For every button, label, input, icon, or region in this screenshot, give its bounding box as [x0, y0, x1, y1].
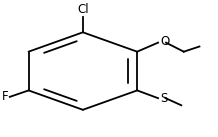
Text: F: F — [2, 90, 8, 103]
Text: S: S — [161, 92, 168, 105]
Text: O: O — [161, 35, 170, 48]
Text: Cl: Cl — [77, 3, 89, 16]
